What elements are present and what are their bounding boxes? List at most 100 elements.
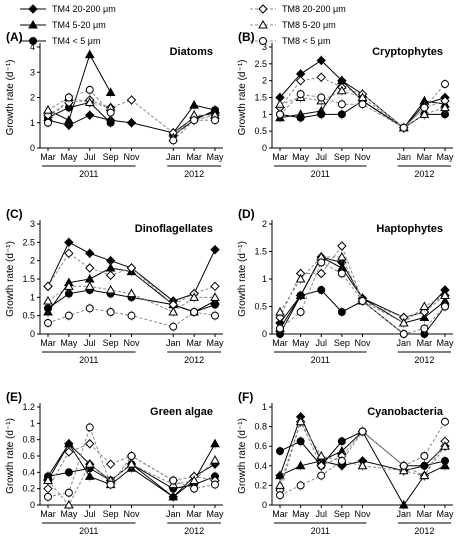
x-tick-label: Mar — [272, 509, 288, 519]
series-line — [279, 430, 446, 506]
y-axis-title: Growth rate (d⁻¹) — [5, 60, 16, 136]
data-point — [441, 302, 449, 311]
y-tick-label: 2 — [262, 76, 267, 86]
data-point — [296, 308, 305, 316]
data-point — [105, 459, 116, 469]
data-point — [420, 452, 429, 460]
y-tick-label: 0.5 — [254, 126, 267, 136]
x-tick-label: May — [292, 509, 310, 519]
data-point — [399, 461, 408, 470]
year-label: 2012 — [414, 169, 434, 179]
data-point — [84, 97, 95, 107]
data-point — [168, 491, 179, 501]
x-tick-label: May — [292, 152, 310, 162]
data-point — [169, 322, 178, 331]
y-tick-label: 0 — [30, 143, 35, 153]
x-tick-label: May — [436, 509, 454, 519]
y-tick-label: 1.5 — [254, 247, 267, 257]
data-point — [296, 113, 305, 122]
y-tick-label: 0.5 — [254, 302, 267, 312]
legend: TM4 20-200 μm TM4 5-20 μm TM4 < 5 μm TM8 20… — [20, 4, 346, 46]
y-tick-label: 1 — [30, 418, 35, 428]
x-tick-label: Sep — [334, 152, 350, 162]
series-line — [279, 256, 446, 324]
data-point — [84, 49, 95, 59]
data-point — [276, 110, 284, 119]
data-point — [317, 258, 326, 267]
x-tick-label: Nov — [354, 152, 371, 162]
data-point — [440, 102, 450, 112]
x-tick-label: Mar — [417, 509, 433, 519]
y-tick-label: 0 — [30, 500, 35, 510]
year-label: 2011 — [311, 526, 330, 536]
data-point — [275, 306, 285, 316]
x-tick-label: May — [206, 338, 224, 348]
x-tick-label: May — [206, 509, 224, 519]
data-point — [106, 308, 115, 316]
data-point — [127, 452, 136, 460]
data-point — [169, 136, 178, 145]
y-tick-label: 0 — [262, 329, 267, 339]
series-line — [279, 90, 446, 129]
data-point — [337, 85, 347, 95]
data-point — [441, 417, 449, 426]
x-tick-label: Jan — [166, 338, 181, 348]
x-tick-label: Nov — [123, 509, 140, 519]
data-point — [106, 118, 115, 127]
y-tick-label: 1.5 — [254, 93, 267, 103]
data-point — [358, 297, 367, 305]
y-tick-label: 2 — [30, 93, 35, 103]
data-point — [419, 109, 430, 118]
y-tick-label: 0.8 — [254, 422, 267, 432]
data-point — [64, 311, 73, 320]
x-tick-label: Jul — [84, 509, 96, 519]
panel-letter: (D) — [238, 207, 255, 221]
legend-marker — [29, 37, 37, 45]
series-line — [279, 79, 446, 129]
data-point — [126, 288, 137, 298]
legend-marker — [258, 19, 268, 29]
y-tick-label: 1 — [30, 118, 35, 128]
year-label: 2012 — [184, 169, 204, 179]
data-point — [337, 437, 346, 446]
panel-letter: (C) — [6, 207, 23, 221]
data-point — [64, 488, 73, 497]
data-point — [275, 480, 285, 489]
x-tick-label: Mar — [40, 152, 56, 162]
data-point — [64, 115, 74, 124]
data-point — [317, 93, 326, 102]
x-tick-label: Sep — [334, 338, 350, 348]
data-point — [358, 100, 367, 109]
data-point — [358, 427, 367, 436]
year-label: 2011 — [79, 526, 98, 536]
x-tick-label: May — [60, 152, 78, 162]
x-tick-label: Jan — [396, 338, 411, 348]
data-point — [317, 286, 326, 294]
year-label: 2012 — [184, 526, 204, 536]
data-point — [275, 99, 285, 108]
data-point — [398, 317, 409, 327]
data-point — [105, 87, 116, 96]
data-point — [337, 100, 346, 109]
data-point — [168, 306, 179, 316]
data-point — [106, 108, 115, 117]
x-tick-label: Nov — [123, 152, 140, 162]
data-point — [295, 273, 306, 283]
x-tick-label: Mar — [417, 152, 433, 162]
y-tick-label: 1.5 — [22, 274, 35, 284]
data-point — [420, 103, 429, 112]
x-tick-label: Jan — [396, 509, 411, 519]
x-tick-label: Mar — [272, 338, 288, 348]
panel-e: 0 0.2 0.4 0.6 0.8 1 1.2 Mar May Jul Sep Nov Jan Mar Ma… — [5, 390, 224, 536]
data-point — [295, 460, 306, 470]
data-point — [44, 319, 52, 327]
data-point — [64, 93, 73, 102]
data-point — [296, 291, 305, 300]
data-point — [398, 499, 409, 509]
x-tick-label: Sep — [103, 152, 119, 162]
x-tick-label: May — [292, 338, 310, 348]
legend-label: TM8 20-200 μm — [282, 4, 346, 14]
data-point — [337, 456, 346, 465]
